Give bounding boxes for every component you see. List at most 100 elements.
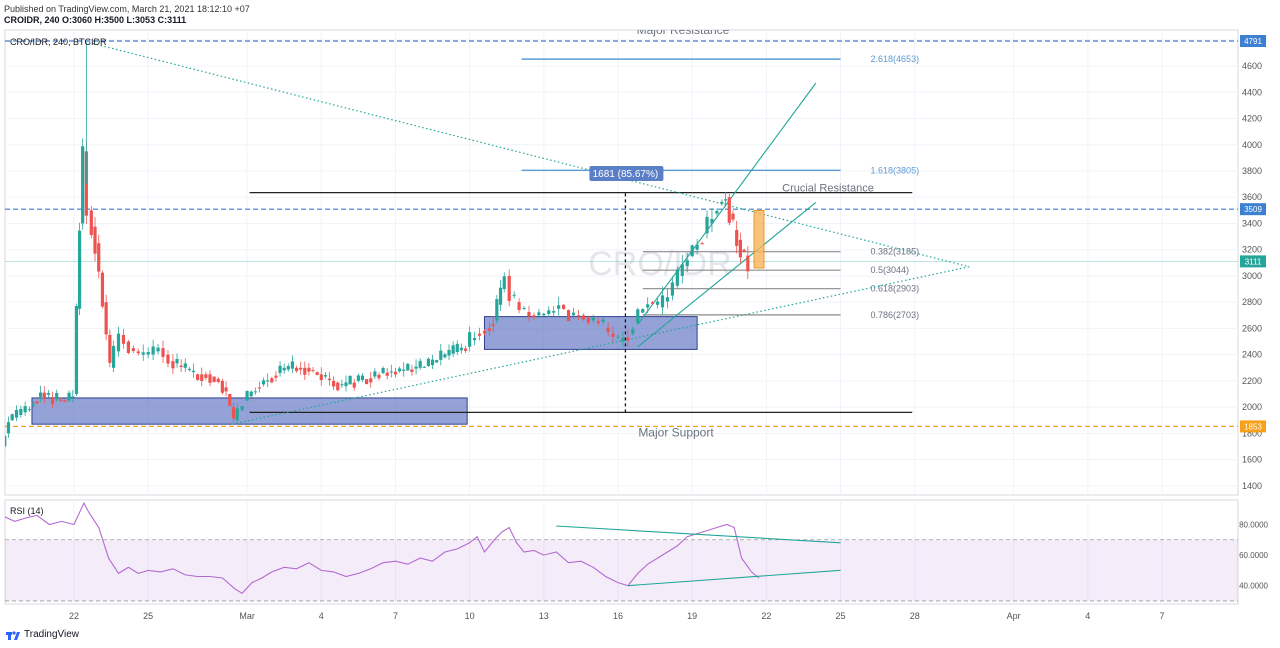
candle-body bbox=[319, 374, 323, 381]
candle-body bbox=[352, 382, 356, 388]
y-tick-label: 4600 bbox=[1242, 61, 1262, 71]
candle-body bbox=[571, 312, 576, 316]
candle-body bbox=[381, 367, 385, 374]
forecast-box bbox=[753, 209, 765, 269]
candle-body bbox=[261, 380, 266, 385]
candle-body bbox=[212, 376, 216, 383]
candle-body bbox=[71, 396, 75, 398]
candle-body bbox=[443, 354, 447, 358]
candle-body bbox=[517, 302, 521, 311]
candle-body bbox=[491, 324, 495, 326]
candle-body bbox=[196, 374, 200, 380]
y-tick-label: 2800 bbox=[1242, 297, 1262, 307]
y-tick-label: 4400 bbox=[1242, 87, 1262, 97]
symbol-watermark: CRO/IDR bbox=[588, 245, 732, 283]
candle-body bbox=[426, 358, 431, 367]
candle-body bbox=[463, 348, 468, 351]
candle-body bbox=[166, 354, 170, 364]
candle-body bbox=[562, 304, 566, 310]
candle-body bbox=[121, 334, 126, 344]
x-tick-label: Mar bbox=[239, 611, 255, 621]
candle-body bbox=[323, 375, 327, 377]
candle-body bbox=[414, 366, 418, 369]
channel-upper-line bbox=[637, 82, 817, 325]
candle-body bbox=[738, 239, 742, 258]
candle-body bbox=[468, 332, 472, 347]
candle-body bbox=[422, 366, 426, 368]
candle-body bbox=[108, 334, 112, 363]
candle-body bbox=[89, 210, 93, 235]
triangle-upper-line bbox=[88, 41, 970, 268]
candle-body bbox=[290, 361, 295, 369]
candle-body bbox=[487, 328, 492, 331]
x-tick-label: 22 bbox=[69, 611, 79, 621]
channel-lower-line bbox=[637, 202, 817, 348]
candle-body bbox=[495, 299, 499, 321]
y-tick-label: 3600 bbox=[1242, 192, 1262, 202]
candle-body bbox=[35, 401, 39, 404]
y-tick-label: 1800 bbox=[1242, 428, 1262, 438]
fib-level-label: 0.382(3185) bbox=[871, 247, 920, 257]
candle-body bbox=[126, 341, 130, 353]
rsi-line bbox=[5, 501, 760, 595]
candle-body bbox=[430, 359, 435, 366]
candle-body bbox=[6, 422, 11, 434]
fib-level-label: 0.786(2703) bbox=[871, 310, 920, 320]
candle-body bbox=[655, 301, 660, 305]
candle-body bbox=[344, 382, 348, 387]
y-tick-label: 3200 bbox=[1242, 245, 1262, 255]
candle-body bbox=[389, 371, 393, 373]
candle-body bbox=[581, 315, 585, 320]
candle-body bbox=[731, 213, 735, 220]
candle-body bbox=[527, 312, 531, 317]
candle-body bbox=[315, 372, 319, 375]
tradingview-logo[interactable]: TradingView bbox=[6, 629, 79, 640]
candle-body bbox=[131, 348, 135, 352]
candle-body bbox=[245, 391, 249, 401]
candle-body bbox=[552, 311, 556, 313]
candle-body bbox=[660, 295, 665, 308]
candle-body bbox=[542, 313, 546, 316]
candle-body bbox=[183, 363, 187, 368]
candle-body bbox=[270, 378, 274, 383]
x-tick-label: Apr bbox=[1007, 611, 1021, 621]
x-tick-label: 16 bbox=[613, 611, 623, 621]
candle-body bbox=[670, 282, 674, 296]
candle-body bbox=[19, 408, 23, 415]
candle-body bbox=[385, 372, 389, 376]
candle-body bbox=[690, 245, 694, 257]
candle-body bbox=[31, 403, 35, 406]
candle-body bbox=[532, 315, 536, 318]
candle-body bbox=[235, 408, 239, 421]
y-tick-label: 3800 bbox=[1242, 166, 1262, 176]
candle-body bbox=[695, 244, 699, 250]
candle-body bbox=[477, 333, 482, 336]
candle-body bbox=[55, 392, 59, 400]
measure-label-box bbox=[589, 165, 664, 181]
candle-body bbox=[418, 360, 422, 368]
x-tick-label: 4 bbox=[1085, 611, 1090, 621]
candle-body bbox=[373, 371, 377, 377]
price-tag-box bbox=[1240, 420, 1266, 433]
candle-body bbox=[636, 309, 640, 324]
candle-body bbox=[393, 371, 398, 375]
candle-body bbox=[231, 407, 236, 419]
candle-body bbox=[77, 230, 82, 309]
candle-body bbox=[439, 350, 443, 360]
candle-body bbox=[67, 392, 71, 401]
published-note: Published on TradingView.com, March 21, … bbox=[4, 4, 250, 14]
candle-body bbox=[675, 269, 679, 286]
main-plot-area: Major Resistance Crucial Resistance Major … bbox=[5, 30, 1238, 449]
price-tag-box bbox=[1240, 203, 1266, 216]
y-tick-label: 4000 bbox=[1242, 140, 1262, 150]
chart-title: CRO/IDR, 240, BTCIDR bbox=[10, 37, 107, 47]
rsi-tick-label: 80.0000 bbox=[1239, 520, 1268, 529]
x-tick-label: 28 bbox=[910, 611, 920, 621]
candle-body bbox=[348, 375, 352, 385]
demand-zone bbox=[483, 316, 698, 350]
candle-body bbox=[42, 392, 46, 399]
x-tick-label: 22 bbox=[761, 611, 771, 621]
candle-body bbox=[97, 243, 101, 272]
candle-body bbox=[459, 347, 463, 351]
